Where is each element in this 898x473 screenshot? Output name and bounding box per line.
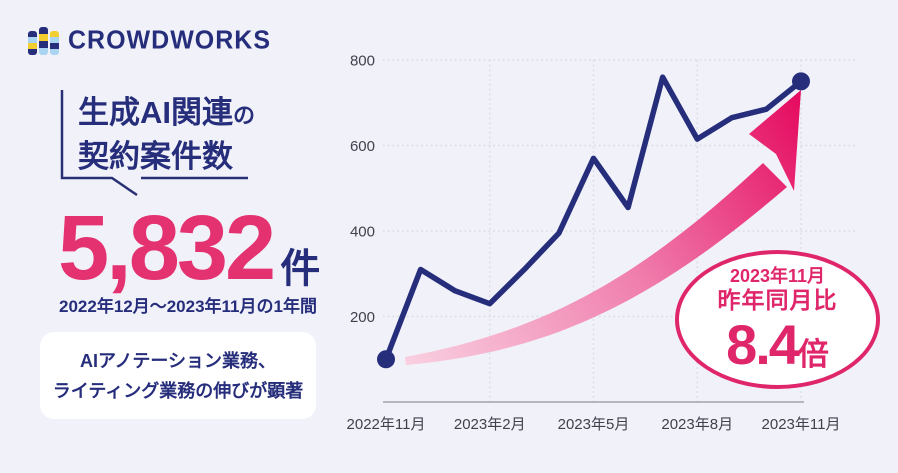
end-point-marker xyxy=(791,72,810,91)
line-chart: 200 400 600 800 2022年11月 2023年2月 2023年5月 2023年8… xyxy=(335,35,895,455)
data-line xyxy=(383,74,804,362)
y-tick-label: 600 xyxy=(350,138,375,155)
yoy-badge: 2023年11月 昨年同月比 8.4 倍 xyxy=(675,250,880,389)
x-tick-label: 2023年5月 xyxy=(558,416,630,433)
page-title: 生成AI関連の 契約案件数 xyxy=(78,92,255,177)
stat: 5,832 件 xyxy=(58,202,320,294)
logo-figure xyxy=(28,30,37,55)
crowdworks-logo-icon xyxy=(28,26,59,55)
x-tick-label: 2023年8月 xyxy=(661,416,733,433)
y-tick-label: 200 xyxy=(350,309,375,326)
logo-figure xyxy=(39,26,48,55)
line-chart-svg: 200 400 600 800 2022年11月 2023年2月 2023年5月 2023年8… xyxy=(347,53,858,433)
logo: CROWDWORKS xyxy=(28,25,272,55)
x-tick-label: 2022年11月 xyxy=(347,416,426,433)
x-tick-label: 2023年11月 xyxy=(762,416,841,433)
speech-bubble-frame-icon xyxy=(60,90,248,197)
logo-wordmark: CROWDWORKS xyxy=(68,25,272,55)
x-tick-label: 2023年2月 xyxy=(454,416,526,433)
logo-figure xyxy=(50,30,59,55)
stat-value: 5,832 xyxy=(58,197,276,299)
note-line2: ライティング業務の伸びが顕著 xyxy=(52,380,304,401)
y-tick-label: 400 xyxy=(350,224,375,241)
note-line1: AIアノテーション業務、 xyxy=(79,350,277,371)
trend-arrow-head-icon xyxy=(749,90,801,191)
trend-arrow-tail xyxy=(405,163,787,365)
start-point-marker xyxy=(377,350,395,369)
page-title-line2: 契約案件数 xyxy=(78,139,233,174)
note-box: AIアノテーション業務、 ライティング業務の伸びが顕著 xyxy=(40,332,316,419)
page-title-line1: 生成AI関連の xyxy=(78,95,256,130)
yoy-badge-label: 昨年同月比 xyxy=(717,287,838,313)
yoy-badge-value: 8.4 倍 xyxy=(726,313,829,376)
stat-period: 2022年12月〜2023年11月の1年間 xyxy=(59,297,317,316)
y-tick-label: 800 xyxy=(350,53,375,70)
stat-unit: 件 xyxy=(280,247,321,291)
yoy-badge-month: 2023年11月 xyxy=(729,266,826,286)
